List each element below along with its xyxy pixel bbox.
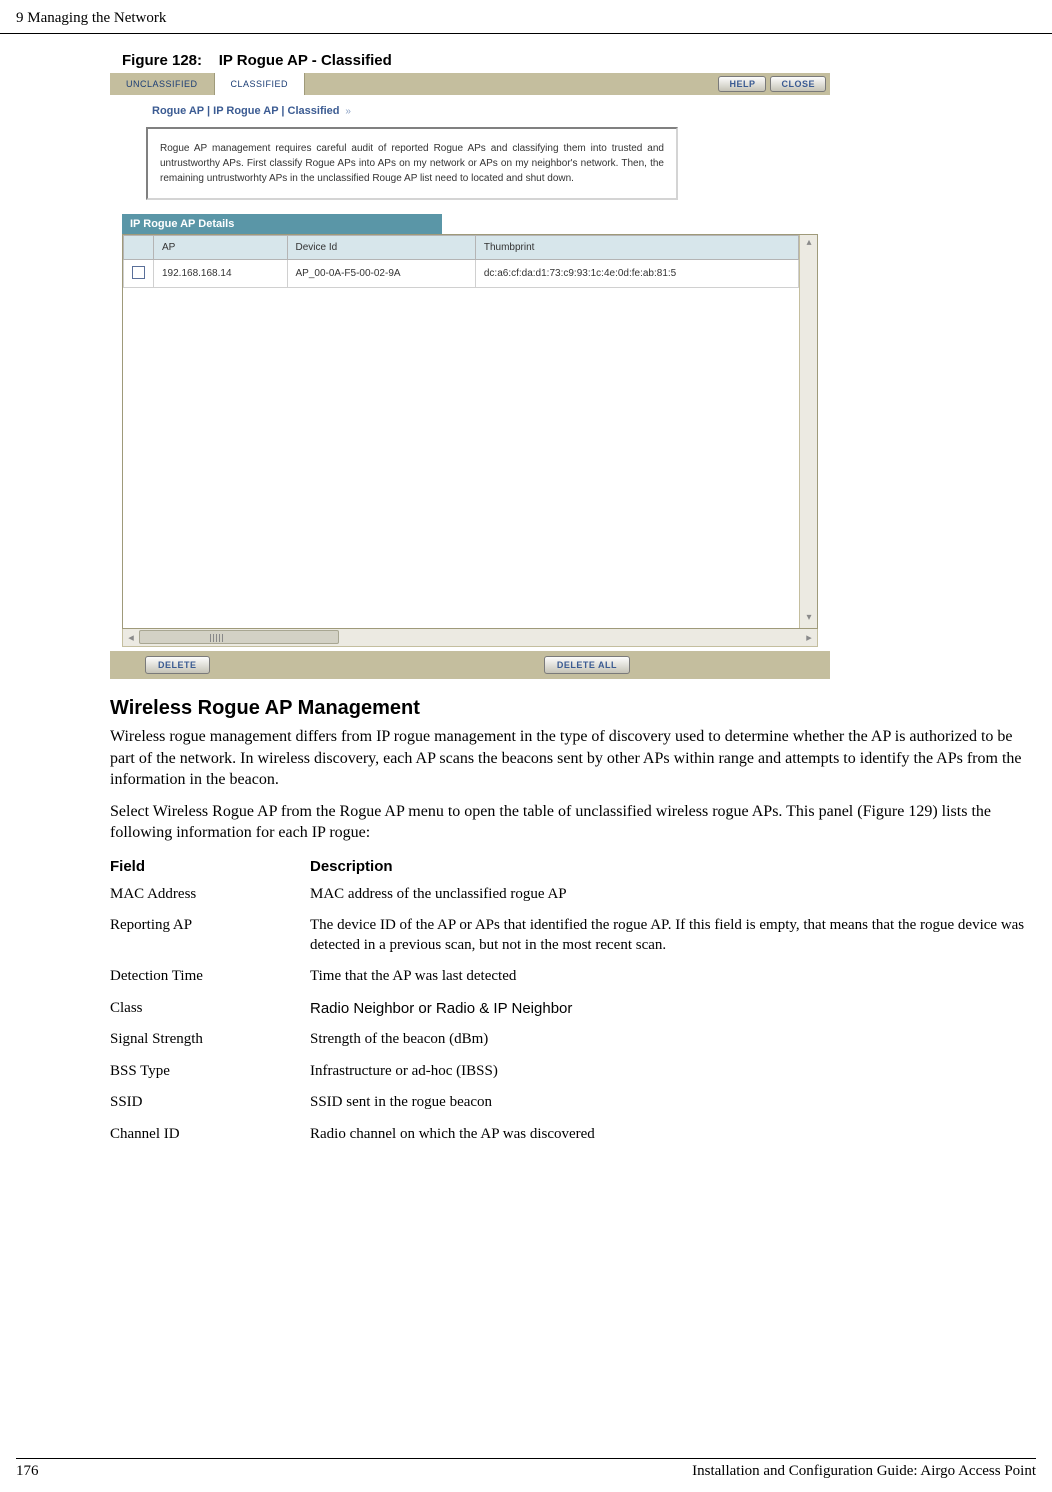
cell-thumbprint: dc:a6:cf:da:d1:73:c9:93:1c:4e:0d:fe:ab:8… bbox=[475, 260, 798, 288]
field-description: Radio Neighbor or Radio & IP Neighbor bbox=[310, 993, 1036, 1025]
tab-classified[interactable]: CLASSIFIED bbox=[215, 73, 306, 95]
screenshot-footer-buttons: DELETE DELETE ALL bbox=[110, 651, 830, 679]
cell-device-id: AP_00-0A-F5-00-02-9A bbox=[287, 260, 475, 288]
scroll-up-icon[interactable]: ▴ bbox=[802, 237, 816, 251]
field-table-header-row: Field Description bbox=[110, 854, 1036, 879]
table-column: AP Device Id Thumbprint 192.168.168.14 A… bbox=[123, 235, 799, 628]
row-checkbox-cell bbox=[124, 260, 154, 288]
field-name: Reporting AP bbox=[110, 910, 310, 961]
field-name: SSID bbox=[110, 1087, 310, 1119]
tabs-left: UNCLASSIFIED CLASSIFIED bbox=[110, 73, 305, 95]
table-header-row: AP Device Id Thumbprint bbox=[124, 236, 799, 260]
field-row: Signal Strength Strength of the beacon (… bbox=[110, 1024, 1036, 1056]
field-row: MAC Address MAC address of the unclassif… bbox=[110, 879, 1036, 911]
page-header: 9 Managing the Network bbox=[0, 0, 1052, 34]
field-description: Strength of the beacon (dBm) bbox=[310, 1024, 1036, 1056]
field-row: Reporting AP The device ID of the AP or … bbox=[110, 910, 1036, 961]
screenshot-tabs-row: UNCLASSIFIED CLASSIFIED HELP CLOSE bbox=[110, 73, 830, 95]
page-footer: 176 Installation and Configuration Guide… bbox=[16, 1458, 1036, 1480]
field-name: Detection Time bbox=[110, 961, 310, 993]
paragraph-1: Wireless rogue management differs from I… bbox=[110, 726, 1036, 791]
paragraph-2: Select Wireless Rogue AP from the Rogue … bbox=[110, 801, 1036, 844]
details-area: AP Device Id Thumbprint 192.168.168.14 A… bbox=[122, 234, 818, 629]
field-header-field: Field bbox=[110, 854, 310, 879]
cell-ap: 192.168.168.14 bbox=[154, 260, 288, 288]
breadcrumb: Rogue AP | IP Rogue AP | Classified » bbox=[152, 105, 818, 117]
hscroll-track[interactable] bbox=[139, 629, 801, 646]
ip-rogue-table: AP Device Id Thumbprint 192.168.168.14 A… bbox=[123, 235, 799, 288]
tab-unclassified[interactable]: UNCLASSIFIED bbox=[110, 73, 215, 95]
field-name: Channel ID bbox=[110, 1119, 310, 1151]
col-ap: AP bbox=[154, 236, 288, 260]
hscroll-thumb[interactable] bbox=[139, 630, 339, 644]
field-description: SSID sent in the rogue beacon bbox=[310, 1087, 1036, 1119]
page-content: Figure 128: IP Rogue AP - Classified UNC… bbox=[0, 34, 1052, 1150]
chapter-label: 9 Managing the Network bbox=[16, 10, 166, 27]
close-button[interactable]: CLOSE bbox=[770, 76, 826, 92]
help-button[interactable]: HELP bbox=[718, 76, 766, 92]
field-name: BSS Type bbox=[110, 1056, 310, 1088]
field-description: Infrastructure or ad-hoc (IBSS) bbox=[310, 1056, 1036, 1088]
field-row: Class Radio Neighbor or Radio & IP Neigh… bbox=[110, 993, 1036, 1025]
breadcrumb-text: Rogue AP | IP Rogue AP | Classified bbox=[152, 105, 340, 117]
scroll-down-icon[interactable]: ▾ bbox=[802, 612, 816, 626]
vertical-scrollbar[interactable]: ▴ ▾ bbox=[799, 235, 817, 628]
col-check bbox=[124, 236, 154, 260]
row-checkbox[interactable] bbox=[132, 266, 145, 279]
field-description: MAC address of the unclassified rogue AP bbox=[310, 879, 1036, 911]
figure-caption: Figure 128: IP Rogue AP - Classified bbox=[110, 52, 1036, 69]
section-title-bar: IP Rogue AP Details bbox=[122, 214, 442, 234]
table-empty-space bbox=[123, 288, 799, 628]
field-name: MAC Address bbox=[110, 879, 310, 911]
field-row: BSS Type Infrastructure or ad-hoc (IBSS) bbox=[110, 1056, 1036, 1088]
field-row: SSID SSID sent in the rogue beacon bbox=[110, 1087, 1036, 1119]
field-description: Time that the AP was last detected bbox=[310, 961, 1036, 993]
page-number: 176 bbox=[16, 1463, 39, 1480]
hscroll-grip-icon bbox=[210, 634, 224, 642]
section-heading: Wireless Rogue AP Management bbox=[110, 697, 1036, 720]
field-header-description: Description bbox=[310, 854, 1036, 879]
screenshot-body: Rogue AP | IP Rogue AP | Classified » Ro… bbox=[110, 95, 830, 651]
delete-all-button[interactable]: DELETE ALL bbox=[544, 656, 630, 674]
table-row: 192.168.168.14 AP_00-0A-F5-00-02-9A dc:a… bbox=[124, 260, 799, 288]
figure-caption-title: IP Rogue AP - Classified bbox=[219, 52, 392, 69]
tabs-right: HELP CLOSE bbox=[718, 76, 830, 92]
figure-caption-prefix: Figure 128: bbox=[122, 52, 202, 69]
field-description-table: Field Description MAC Address MAC addres… bbox=[110, 854, 1036, 1151]
field-name: Signal Strength bbox=[110, 1024, 310, 1056]
field-name: Class bbox=[110, 993, 310, 1025]
field-row: Channel ID Radio channel on which the AP… bbox=[110, 1119, 1036, 1151]
scroll-right-icon[interactable]: ▸ bbox=[801, 631, 817, 644]
doc-title: Installation and Configuration Guide: Ai… bbox=[692, 1463, 1036, 1480]
info-box: Rogue AP management requires careful aud… bbox=[146, 127, 678, 200]
screenshot-panel: UNCLASSIFIED CLASSIFIED HELP CLOSE Rogue… bbox=[110, 73, 830, 679]
horizontal-scrollbar[interactable]: ◂ ▸ bbox=[122, 629, 818, 647]
field-row: Detection Time Time that the AP was last… bbox=[110, 961, 1036, 993]
scroll-left-icon[interactable]: ◂ bbox=[123, 631, 139, 644]
col-thumbprint: Thumbprint bbox=[475, 236, 798, 260]
field-description: Radio channel on which the AP was discov… bbox=[310, 1119, 1036, 1151]
breadcrumb-arrow-icon: » bbox=[343, 106, 351, 117]
field-description: The device ID of the AP or APs that iden… bbox=[310, 910, 1036, 961]
col-device-id: Device Id bbox=[287, 236, 475, 260]
delete-button[interactable]: DELETE bbox=[145, 656, 210, 674]
